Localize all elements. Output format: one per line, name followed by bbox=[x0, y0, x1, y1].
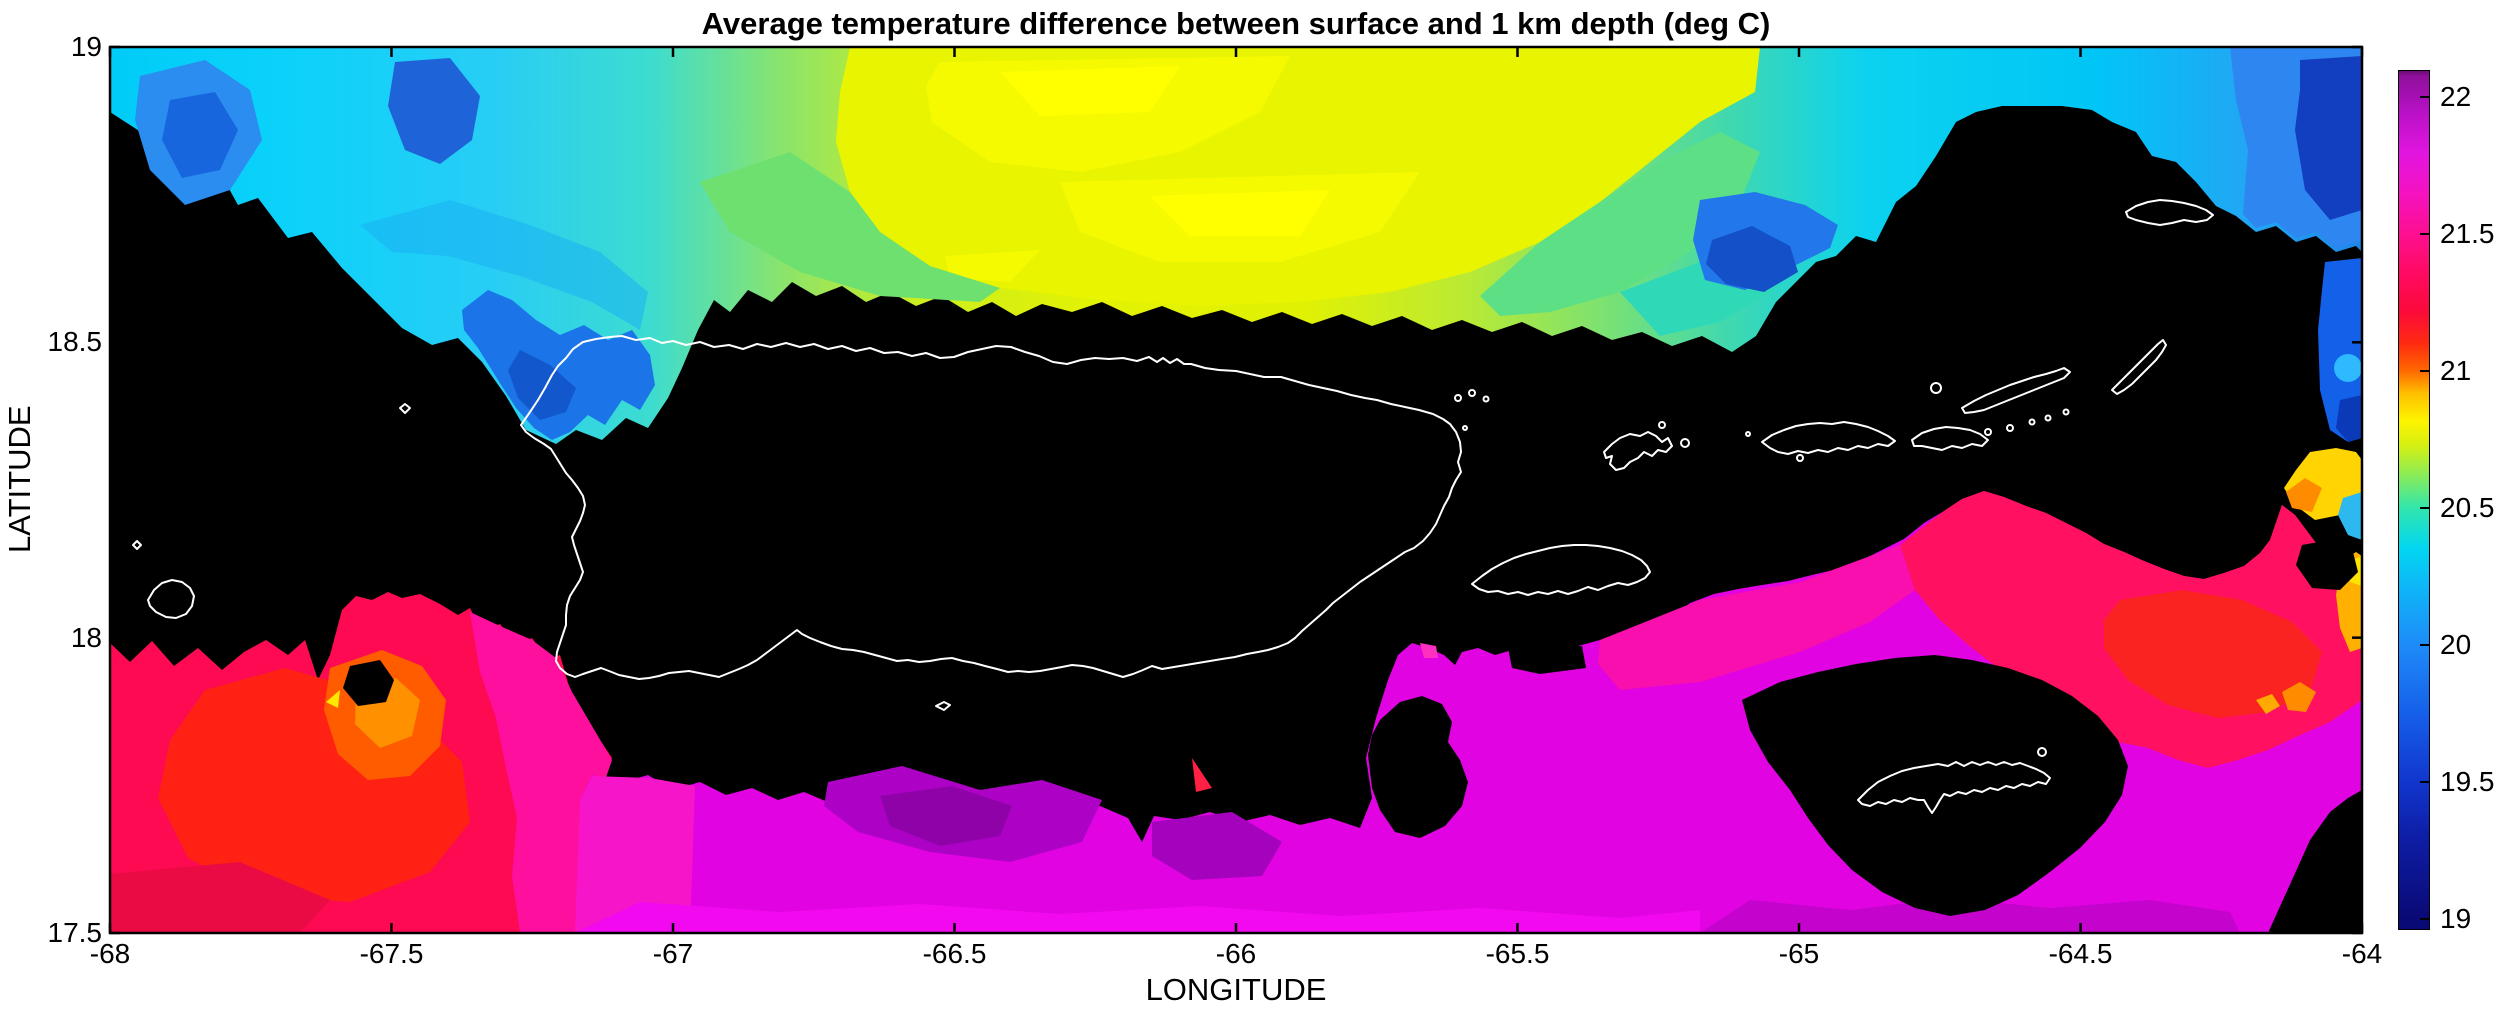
coastline-water-island bbox=[1796, 454, 1804, 462]
x-axis-label: LONGITUDE bbox=[1145, 972, 1327, 1007]
coastline-caja-de-muertos bbox=[935, 701, 951, 711]
st-croix-mask-blob bbox=[1742, 655, 2128, 916]
coastline-cooper-island bbox=[2044, 414, 2052, 422]
coastline-desecheo bbox=[399, 403, 411, 414]
coastline-buck-island bbox=[2037, 747, 2047, 757]
coastline-puerto-rico bbox=[520, 335, 1462, 680]
x-tick-label: -66 bbox=[1215, 938, 1257, 969]
coastline-small-cay-2 bbox=[1462, 425, 1468, 431]
y-axis-label: LATITUDE bbox=[2, 405, 37, 553]
x-tick-label: -65.5 bbox=[1485, 938, 1550, 969]
coastline-small-cay-3 bbox=[1745, 431, 1751, 437]
y-tick-label: 18.5 bbox=[47, 326, 103, 358]
colorbar-tick-label: 19 bbox=[2440, 903, 2472, 935]
x-tick-label: -65 bbox=[1778, 938, 1820, 969]
chart-title: Average temperature difference between s… bbox=[701, 6, 1771, 41]
x-tick-label: -68 bbox=[89, 938, 131, 969]
x-tick-label: -64.5 bbox=[2048, 938, 2113, 969]
colorbar bbox=[2398, 70, 2430, 930]
coastline-jost-van-dyke bbox=[1930, 382, 1942, 394]
colorbar-tick-label: 22 bbox=[2440, 81, 2472, 113]
colorbar-tick-label: 20 bbox=[2440, 629, 2472, 661]
colorbar-tick-label: 19.5 bbox=[2440, 766, 2495, 798]
colorbar-tick-mark bbox=[2420, 918, 2429, 921]
y-tick-label: 18 bbox=[70, 621, 102, 653]
x-tick-label: -67.5 bbox=[359, 938, 424, 969]
colorbar-tick-mark bbox=[2420, 96, 2429, 99]
isolated-warm-speck bbox=[1192, 758, 1212, 792]
x-tick-label: -66.5 bbox=[922, 938, 987, 969]
coastline-monito bbox=[132, 540, 142, 550]
right-edge-anomaly bbox=[2284, 258, 2362, 540]
colorbar-tick-label: 20.5 bbox=[2440, 492, 2495, 524]
colorbar-tick-mark bbox=[2420, 644, 2429, 647]
y-tick-label: 19 bbox=[70, 31, 102, 62]
coastline-mona bbox=[147, 579, 195, 619]
coastline-icacos-cay bbox=[1454, 394, 1462, 402]
coastline-culebra bbox=[1603, 431, 1673, 471]
coastline-vieques bbox=[1471, 544, 1651, 596]
colorbar-tick-mark bbox=[2420, 370, 2429, 373]
coastline-anegada bbox=[2125, 199, 2214, 226]
colorbar-tick-mark bbox=[2420, 781, 2429, 784]
coastline-ginger-island bbox=[2062, 408, 2070, 416]
coastline-small-cay-1 bbox=[1482, 395, 1490, 403]
colorbar-tick-mark bbox=[2420, 233, 2429, 236]
x-tick-label: -67 bbox=[652, 938, 694, 969]
coastline-st-croix bbox=[1857, 761, 2051, 814]
y-tick-label: 17.5 bbox=[47, 917, 103, 948]
coastline-salt-island bbox=[2028, 418, 2036, 426]
axis-tick-marks bbox=[108, 45, 2364, 935]
colorbar-tick-label: 21.5 bbox=[2440, 218, 2495, 250]
coastline-palominos-cay bbox=[1468, 389, 1476, 397]
coastline-norman-island bbox=[1984, 428, 1992, 436]
x-tick-label: -64 bbox=[2341, 938, 2383, 969]
coastline-st-thomas bbox=[1761, 421, 1896, 455]
coastline-st-john bbox=[1911, 426, 1989, 451]
coastline-tortola bbox=[1961, 367, 2071, 414]
south-data-region bbox=[575, 491, 2362, 933]
coastline-peter-island bbox=[2006, 424, 2014, 432]
colorbar-tick-label: 21 bbox=[2440, 355, 2472, 387]
colorbar-tick-mark bbox=[2420, 507, 2429, 510]
coastline-virgin-gorda bbox=[2111, 339, 2167, 395]
coastline-culebrita-islet bbox=[1680, 438, 1690, 448]
coastline-cayo-norte-islet bbox=[1658, 421, 1666, 429]
southwest-data-region bbox=[110, 592, 614, 933]
